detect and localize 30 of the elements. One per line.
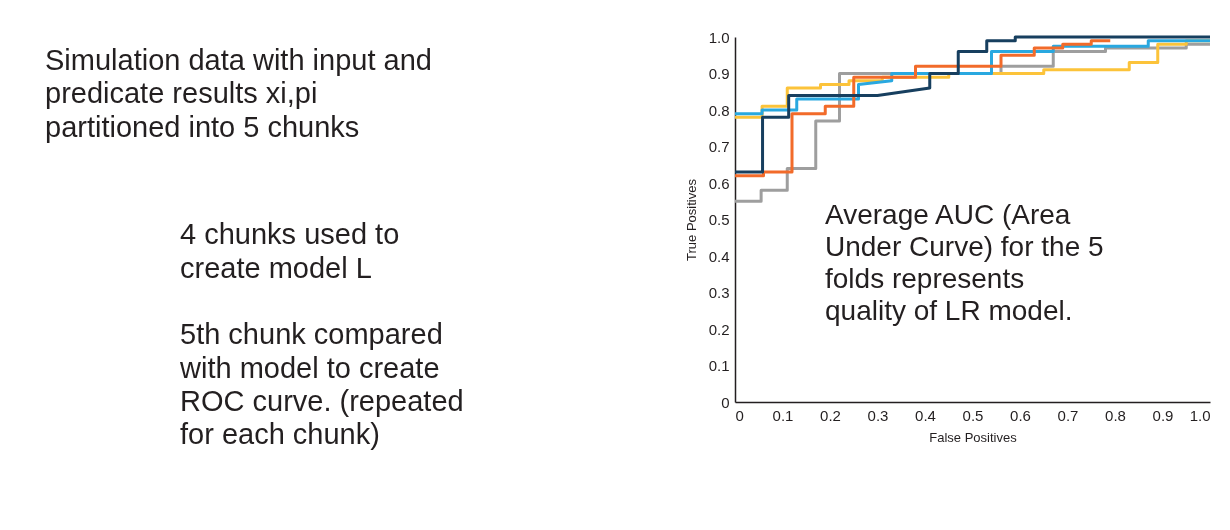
x-tick-label: 0 xyxy=(735,406,744,424)
y-tick-label: 0.3 xyxy=(708,284,730,301)
annotation: Average AUC (Area Under Curve) for the 5 folds represents quality of LR model. xyxy=(825,199,1104,326)
x-tick-label: 0.3 xyxy=(867,406,889,424)
y-tick-label: 0.8 xyxy=(708,101,730,119)
x-tick-label: 0.8 xyxy=(1105,406,1126,424)
x-axis-title: False Positives xyxy=(929,429,1018,445)
y-tick-label: 0.6 xyxy=(708,174,730,192)
x-tick-label: 0.9 xyxy=(1152,406,1174,424)
y-tick-label: 0.1 xyxy=(708,357,730,374)
text: Simulation data with input and predicate results xi,pi partitioned into 5 chunks xyxy=(45,44,432,143)
text: 5th chunk compared with model to create ROC curve. (repeated for each chunk) xyxy=(179,318,464,451)
y-axis-title: True Positives xyxy=(683,178,699,261)
text: 4 chunks used to create model L xyxy=(180,218,400,284)
x-tick-label: 0.4 xyxy=(915,406,936,424)
x-tick-label: 1.0 xyxy=(1189,406,1211,424)
y-tick-label: 0.2 xyxy=(708,320,730,338)
line-series xyxy=(733,35,1212,174)
x-tick-label: 0.7 xyxy=(1057,406,1079,424)
x-tick-label: 0.6 xyxy=(1010,406,1031,424)
x-tick-label: 0.1 xyxy=(772,406,794,424)
y-tick-label: 0.7 xyxy=(708,138,730,155)
line-series xyxy=(733,39,1112,178)
y-tick-label: 0.9 xyxy=(708,65,730,82)
y-tick-label: 1.0 xyxy=(708,28,730,46)
x-tick-label: 0.5 xyxy=(962,406,984,424)
y-tick-label: 0 xyxy=(721,393,730,411)
y-tick-label: 0.5 xyxy=(708,211,730,228)
x-tick-label: 0.2 xyxy=(820,406,841,424)
y-tick-label: 0.4 xyxy=(708,247,730,265)
